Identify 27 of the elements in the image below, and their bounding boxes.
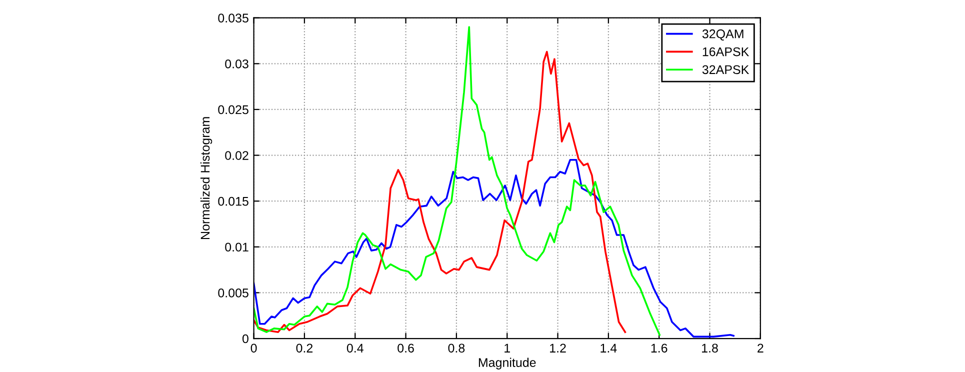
y-tick-label: 0.01 — [225, 242, 248, 252]
x-tick-label: 0.2 — [296, 344, 313, 353]
legend-label: 16APSK — [702, 47, 750, 56]
x-tick-label: 0.8 — [448, 344, 465, 353]
y-tick-label: 0.025 — [218, 105, 248, 114]
legend-label: 32QAM — [702, 29, 744, 41]
x-tick-label: 1.6 — [651, 344, 668, 353]
y-tick-label: 0.005 — [218, 288, 248, 298]
x-tick-label: 2 — [758, 344, 764, 352]
x-tick-label: 1.8 — [702, 344, 718, 353]
x-tick-label: 1.4 — [600, 344, 617, 352]
y-axis-title: Normalized Histogram — [200, 117, 212, 239]
y-tick-label: 0.015 — [218, 196, 248, 206]
line-series — [254, 26, 661, 336]
x-tick-label: 0.4 — [346, 344, 364, 353]
y-tick-label: 0.035 — [218, 14, 248, 23]
x-tick-label: 1.2 — [550, 344, 566, 352]
line-series — [254, 158, 734, 338]
legend-label: 32APSK — [702, 65, 750, 74]
line-series — [254, 50, 626, 334]
y-tick-label: 0 — [242, 334, 248, 344]
x-tick-label: 0.6 — [398, 344, 414, 353]
x-tick-label: 0 — [250, 344, 257, 353]
y-tick-label: 0.03 — [225, 59, 248, 68]
x-axis-title: Magnitude — [478, 358, 536, 370]
x-tick-label: 1 — [504, 344, 510, 352]
y-tick-label: 0.02 — [225, 151, 248, 160]
